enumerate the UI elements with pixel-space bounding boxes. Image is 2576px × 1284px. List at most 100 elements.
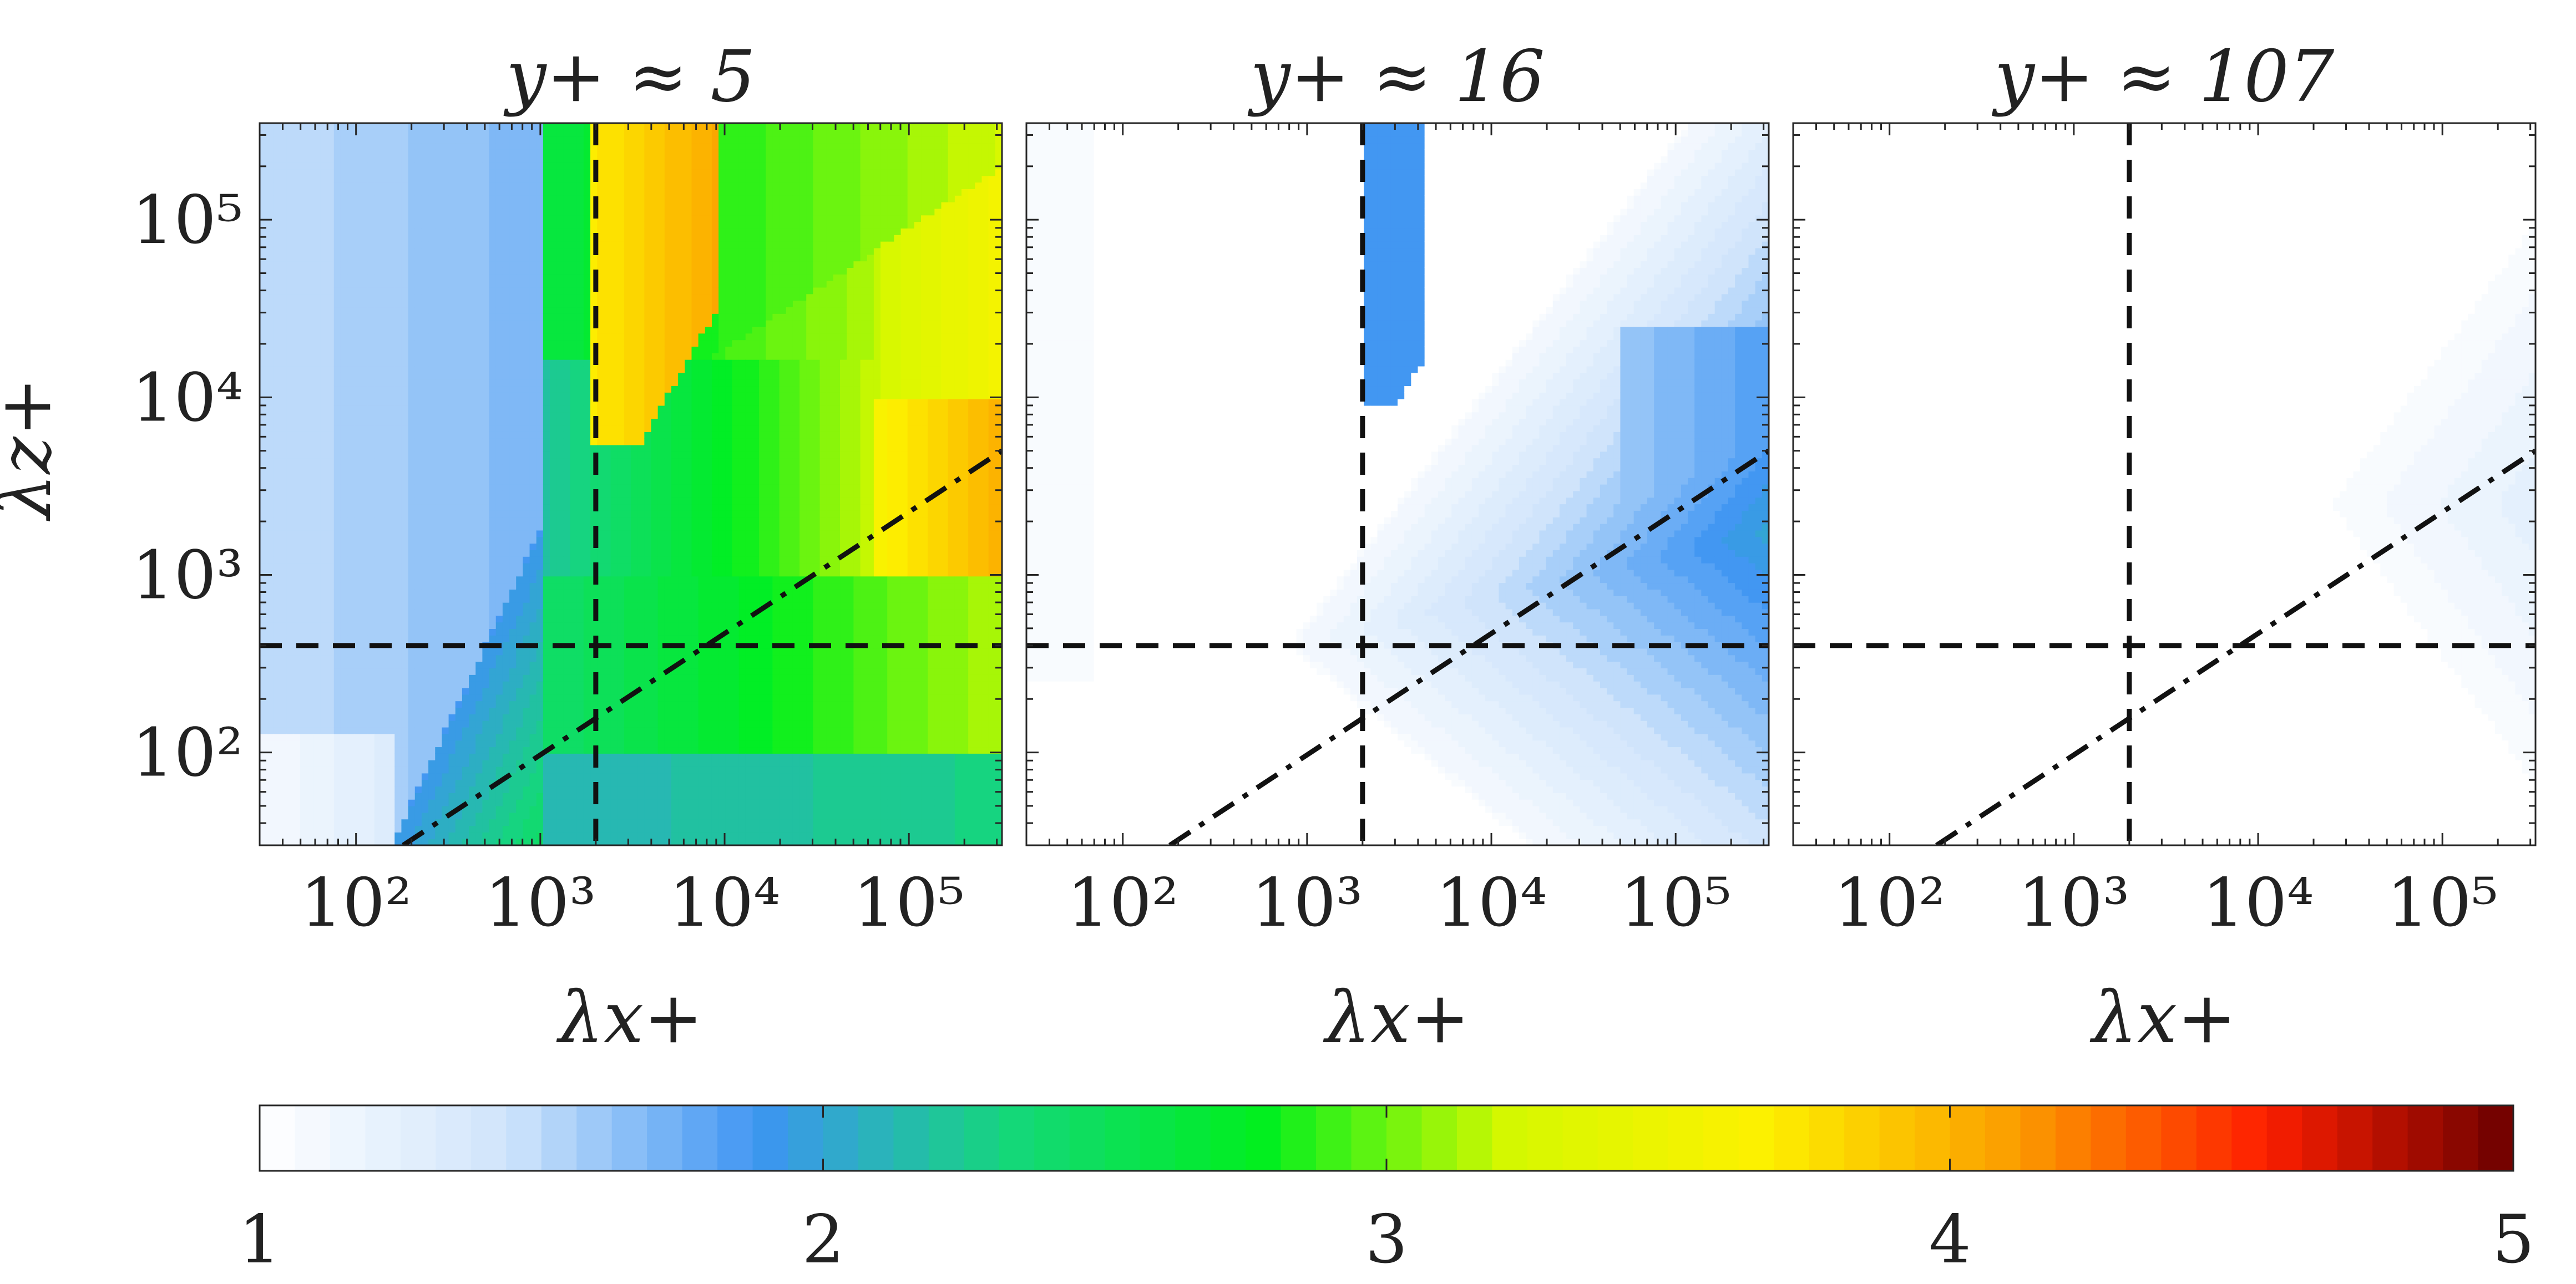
heatmap-cell — [550, 799, 557, 806]
heatmap-cell — [556, 550, 564, 557]
heatmap-cell — [260, 215, 267, 222]
heatmap-cell — [307, 372, 314, 380]
heatmap-cell — [455, 471, 463, 478]
heatmap-cell — [374, 208, 382, 216]
heatmap-cell — [361, 714, 368, 721]
heatmap-cell — [394, 215, 402, 222]
heatmap-cell — [529, 175, 537, 183]
heatmap-cell — [550, 215, 557, 222]
heatmap-cell — [273, 530, 281, 537]
heatmap-cell — [266, 221, 274, 229]
heatmap-cell — [435, 228, 443, 235]
heatmap-cell — [286, 293, 294, 301]
heatmap-cell — [273, 136, 281, 144]
heatmap-cell — [421, 307, 429, 314]
heatmap-cell — [543, 320, 550, 327]
heatmap-cell — [300, 740, 307, 748]
heatmap-cell — [388, 202, 395, 209]
heatmap-cell — [381, 530, 388, 537]
heatmap-cell — [502, 143, 510, 150]
heatmap-cell — [509, 313, 517, 321]
heatmap-cell — [286, 379, 294, 387]
heatmap-cell — [367, 313, 375, 321]
heatmap-cell — [401, 530, 409, 537]
heatmap-cell — [394, 458, 402, 465]
heatmap-cell — [529, 215, 537, 222]
heatmap-cell — [347, 267, 355, 275]
heatmap-cell — [495, 221, 503, 229]
heatmap-cell — [489, 136, 497, 144]
heatmap-cell — [313, 254, 321, 262]
heatmap-cell — [408, 615, 416, 623]
heatmap-cell — [495, 379, 503, 387]
heatmap-cell — [300, 825, 307, 833]
heatmap-cell — [327, 241, 335, 248]
heatmap-cell — [448, 385, 456, 393]
heatmap-cell — [340, 359, 348, 367]
heatmap-cell — [408, 385, 416, 393]
heatmap-cell — [327, 478, 335, 485]
heatmap-cell — [448, 471, 456, 478]
heatmap-cell — [536, 432, 544, 439]
heatmap-cell — [361, 458, 368, 465]
heatmap-cell — [502, 287, 510, 295]
heatmap-cell — [556, 793, 564, 800]
heatmap-cell — [455, 247, 463, 255]
heatmap-cell — [556, 320, 564, 327]
heatmap-cell — [556, 261, 564, 268]
heatmap-cell — [523, 458, 530, 465]
heatmap-cell — [300, 444, 307, 452]
heatmap-cell — [340, 799, 348, 806]
heatmap-cell — [475, 628, 483, 636]
heatmap-cell — [293, 175, 301, 183]
heatmap-cell — [469, 464, 476, 471]
heatmap-cell — [448, 313, 456, 321]
heatmap-cell — [543, 241, 550, 248]
heatmap-cell — [313, 326, 321, 334]
heatmap-cell — [354, 281, 362, 288]
heatmap-cell — [495, 392, 503, 399]
heatmap-cell — [556, 602, 564, 610]
heatmap-cell — [455, 569, 463, 577]
heatmap-cell — [347, 405, 355, 413]
heatmap-cell — [374, 681, 382, 688]
heatmap-cell — [327, 333, 335, 341]
heatmap-cell — [401, 556, 409, 564]
heatmap-cell — [374, 392, 382, 399]
heatmap-cell — [414, 615, 422, 623]
heatmap-cell — [367, 582, 375, 590]
heatmap-cell — [414, 182, 422, 189]
heatmap-cell — [455, 530, 463, 537]
heatmap-cell — [313, 478, 321, 485]
heatmap-cell — [442, 832, 449, 839]
heatmap-cell — [502, 805, 510, 813]
heatmap-cell — [354, 432, 362, 439]
heatmap-cell — [455, 208, 463, 216]
heatmap-cell — [523, 300, 530, 308]
heatmap-cell — [529, 372, 537, 380]
heatmap-cell — [414, 786, 422, 793]
heatmap-cell — [509, 727, 517, 734]
heatmap-cell — [361, 129, 368, 137]
heatmap-cell — [556, 839, 564, 845]
heatmap-cell — [394, 208, 402, 216]
heatmap-cell — [293, 274, 301, 281]
heatmap-cell — [280, 274, 287, 281]
heatmap-cell — [381, 576, 388, 583]
heatmap-cell — [273, 241, 281, 248]
heatmap-cell — [536, 464, 544, 471]
heatmap-cell — [340, 418, 348, 426]
heatmap-cell — [489, 175, 497, 183]
heatmap-cell — [367, 425, 375, 432]
heatmap-cell — [313, 602, 321, 610]
heatmap-cell — [469, 346, 476, 353]
heatmap-cell — [273, 674, 281, 682]
heatmap-cell — [266, 359, 274, 367]
heatmap-cell — [509, 149, 517, 156]
heatmap-cell — [529, 714, 537, 721]
heatmap-cell — [340, 648, 348, 656]
heatmap-cell — [550, 839, 557, 845]
heatmap-cell — [354, 694, 362, 702]
heatmap-cell — [509, 530, 517, 537]
heatmap-cell — [367, 661, 375, 669]
